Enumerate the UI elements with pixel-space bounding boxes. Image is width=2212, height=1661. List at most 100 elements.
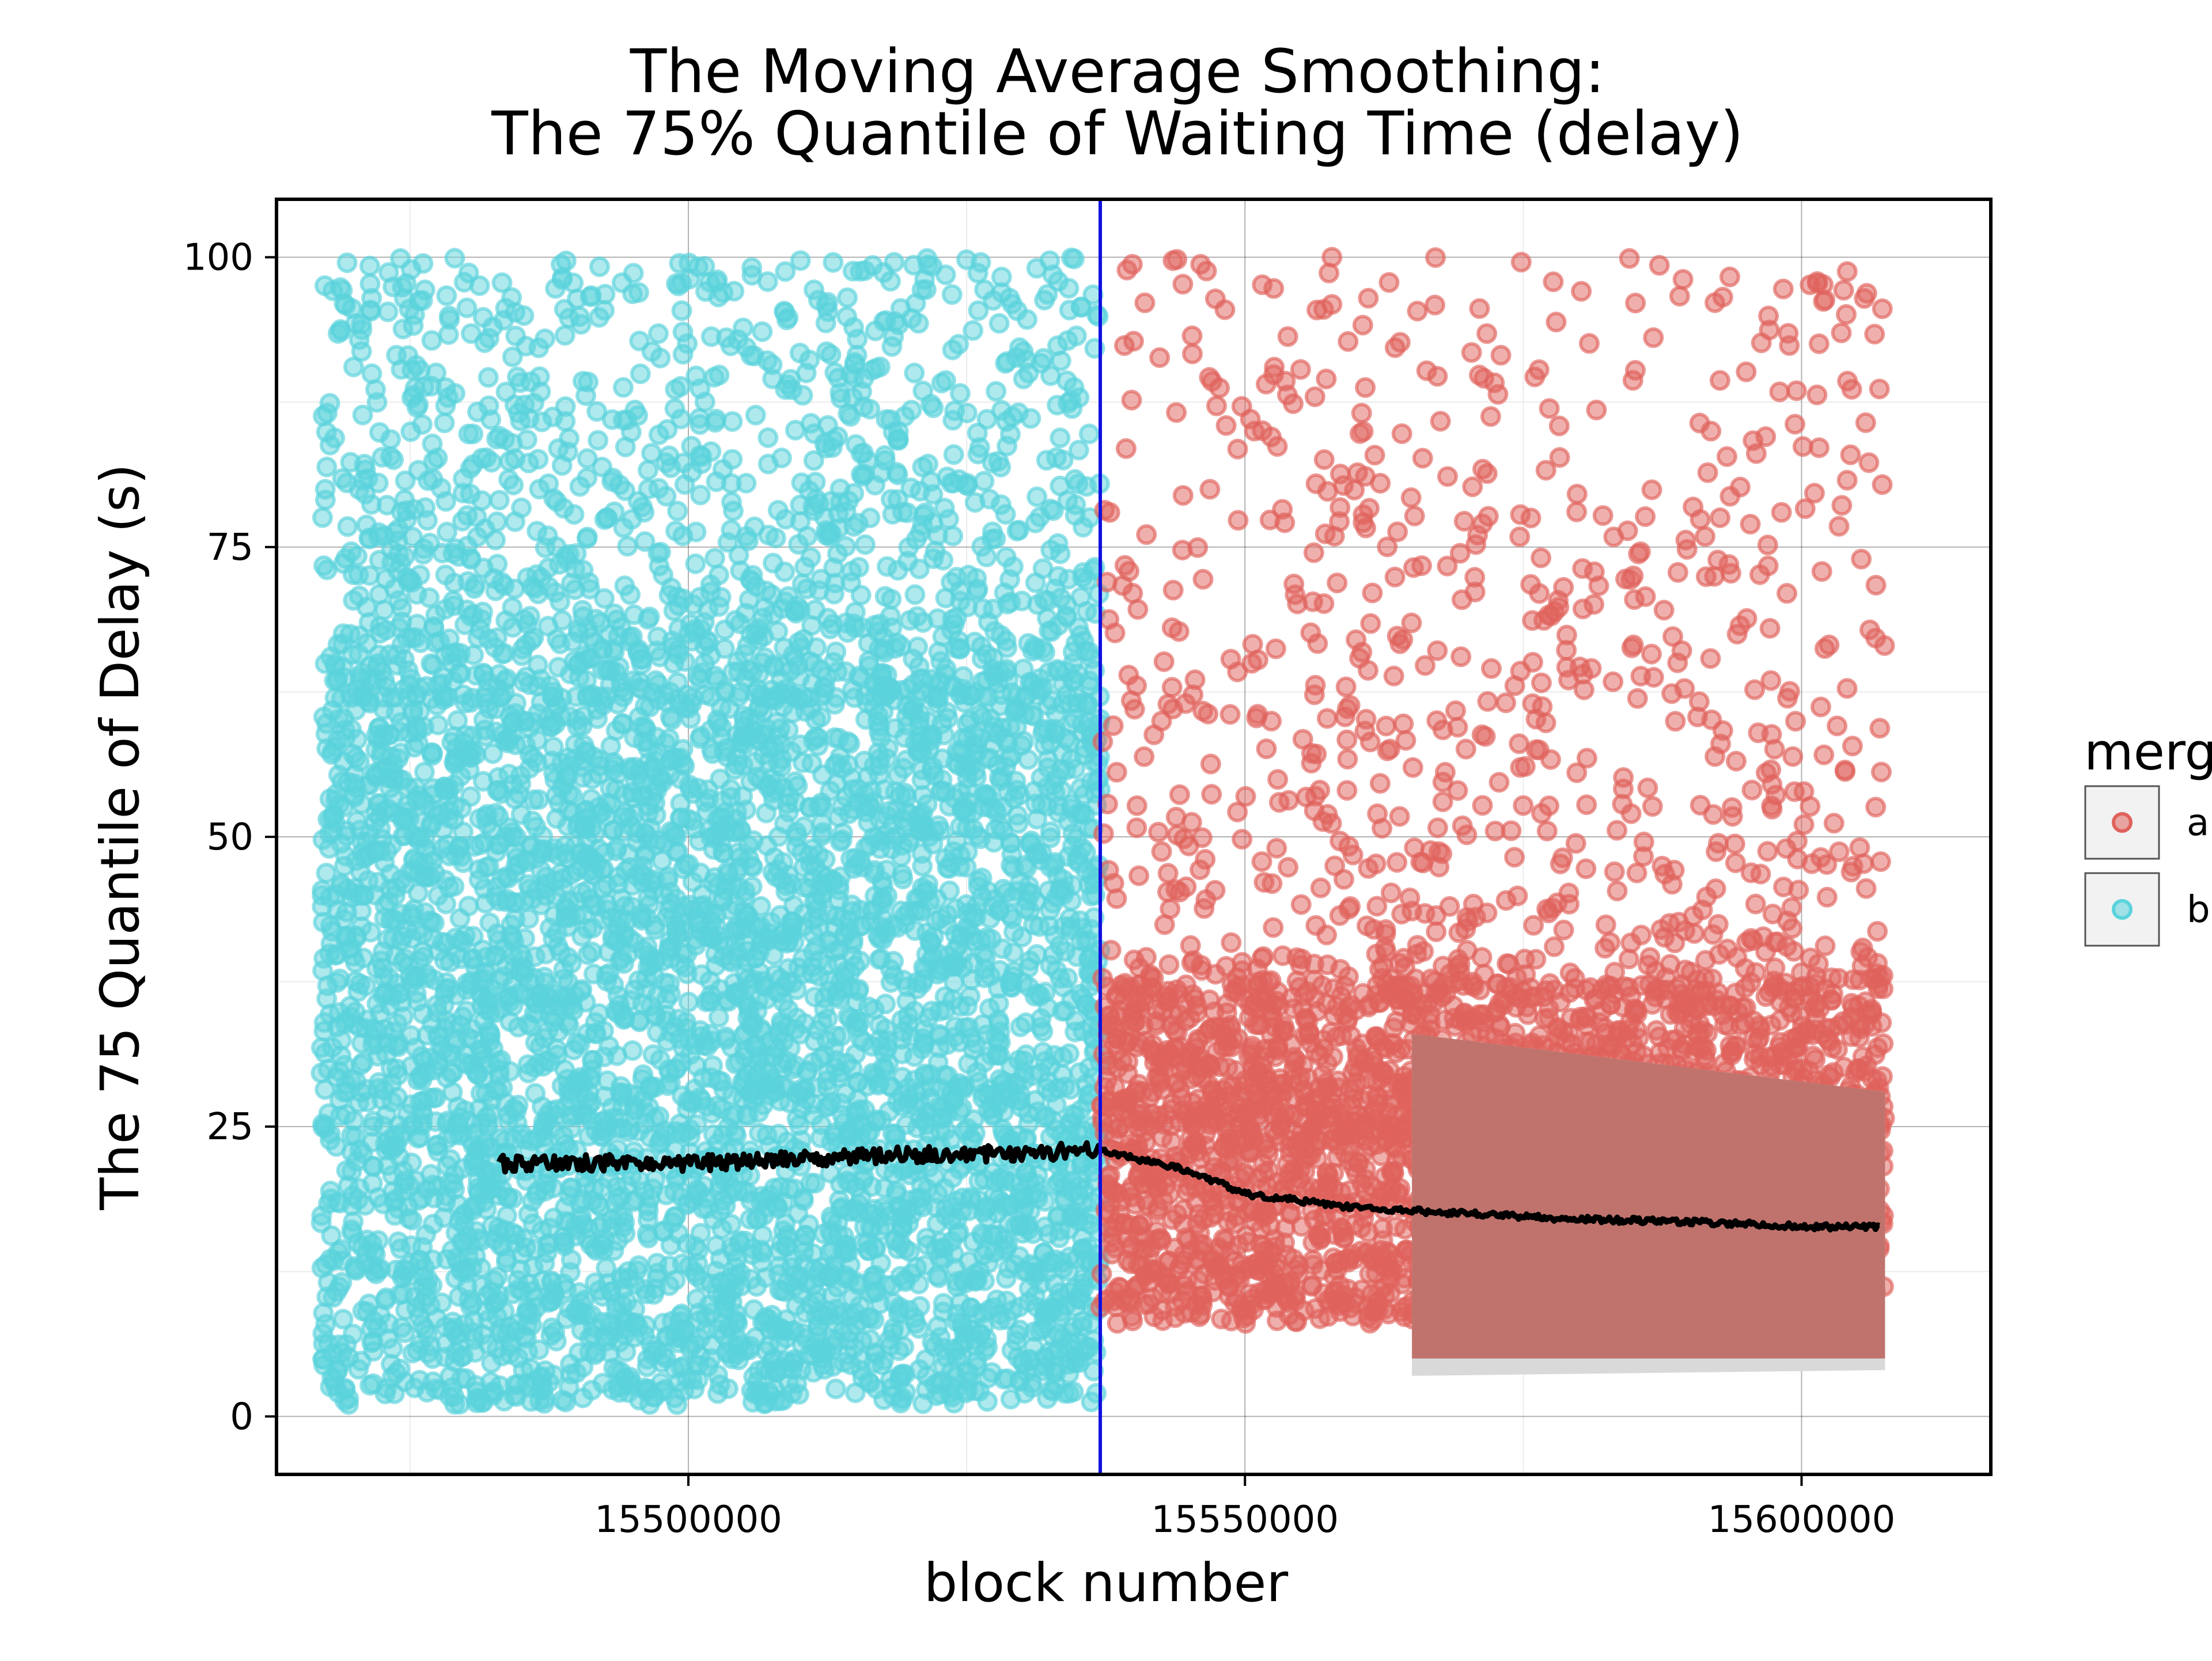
data-point <box>646 916 663 934</box>
data-point <box>329 1243 347 1261</box>
data-point <box>1034 1044 1051 1061</box>
data-point <box>742 1338 759 1355</box>
data-point <box>914 382 931 400</box>
data-point <box>948 1278 965 1295</box>
data-point <box>676 476 694 493</box>
data-point <box>855 752 873 769</box>
data-point <box>501 1063 518 1080</box>
data-point <box>335 1083 353 1101</box>
data-point <box>820 1307 838 1325</box>
data-point <box>681 780 699 797</box>
data-point <box>389 1117 407 1134</box>
data-point <box>355 949 372 966</box>
data-point <box>460 897 478 915</box>
data-point <box>582 1071 599 1089</box>
data-point <box>616 1007 633 1025</box>
data-point <box>484 1040 502 1057</box>
data-point <box>389 1067 407 1084</box>
data-point <box>679 1370 696 1387</box>
data-point <box>850 983 867 1000</box>
data-point <box>804 755 821 772</box>
data-point <box>944 991 961 1008</box>
data-point <box>589 431 607 449</box>
data-point <box>1082 1393 1100 1410</box>
data-point <box>813 827 830 844</box>
data-point <box>539 1244 556 1261</box>
data-point <box>489 1268 506 1285</box>
data-point <box>857 711 874 728</box>
data-point <box>807 729 824 746</box>
data-point <box>388 646 406 663</box>
data-point <box>770 1266 787 1283</box>
data-point <box>787 794 804 811</box>
data-point <box>441 879 458 896</box>
data-point <box>361 689 378 706</box>
data-point <box>946 790 963 807</box>
data-point <box>392 1240 409 1257</box>
data-point <box>719 863 736 880</box>
data-point <box>892 1321 909 1338</box>
data-point <box>857 536 874 553</box>
data-point <box>991 1015 1008 1032</box>
data-point <box>681 1340 699 1357</box>
data-point <box>847 1103 865 1121</box>
data-point <box>609 1378 627 1395</box>
data-point <box>373 748 390 765</box>
data-point <box>1065 1318 1082 1336</box>
data-point <box>321 825 338 843</box>
data-point <box>638 1358 656 1375</box>
data-point <box>1015 1052 1032 1070</box>
data-point <box>521 719 539 736</box>
data-point <box>930 643 947 661</box>
data-point <box>351 975 369 992</box>
data-point <box>500 765 517 783</box>
data-point <box>1002 835 1020 852</box>
data-point <box>1059 969 1076 987</box>
data-point <box>777 1238 794 1255</box>
data-point <box>802 1296 819 1313</box>
data-point <box>896 908 914 925</box>
data-point <box>1081 425 1098 442</box>
data-point <box>518 1172 535 1189</box>
data-point <box>349 812 366 829</box>
data-point <box>987 383 1005 400</box>
data-point <box>767 1083 784 1100</box>
data-point <box>997 758 1014 775</box>
data-point <box>380 1157 397 1174</box>
data-point <box>639 798 657 815</box>
data-point <box>332 875 350 892</box>
data-point <box>616 1326 634 1343</box>
data-point <box>510 1018 527 1036</box>
data-point <box>758 991 775 1008</box>
data-point <box>837 963 854 980</box>
data-point <box>580 1128 597 1145</box>
data-point <box>366 844 384 861</box>
data-point <box>846 1339 863 1356</box>
data-point <box>981 749 998 767</box>
data-point <box>752 1241 770 1258</box>
data-point <box>1004 408 1021 426</box>
data-point <box>419 1089 437 1106</box>
data-point <box>1032 1064 1050 1081</box>
data-point <box>622 761 639 778</box>
data-point <box>556 1199 574 1216</box>
data-point <box>753 931 771 948</box>
data-point <box>608 1302 625 1319</box>
data-point <box>717 1028 734 1045</box>
data-point <box>315 1118 332 1136</box>
data-point <box>873 1356 891 1374</box>
data-point <box>437 1318 454 1336</box>
data-point <box>1047 1177 1064 1194</box>
data-point <box>504 1224 521 1242</box>
data-point <box>513 499 530 517</box>
data-point <box>806 1033 823 1050</box>
data-point <box>1062 751 1080 768</box>
data-point <box>645 1046 662 1063</box>
data-point <box>515 307 532 324</box>
data-point <box>615 379 632 396</box>
data-point <box>859 814 877 831</box>
data-point <box>639 1226 656 1243</box>
data-point <box>959 1120 976 1137</box>
data-point <box>714 889 732 907</box>
data-point <box>896 818 913 836</box>
